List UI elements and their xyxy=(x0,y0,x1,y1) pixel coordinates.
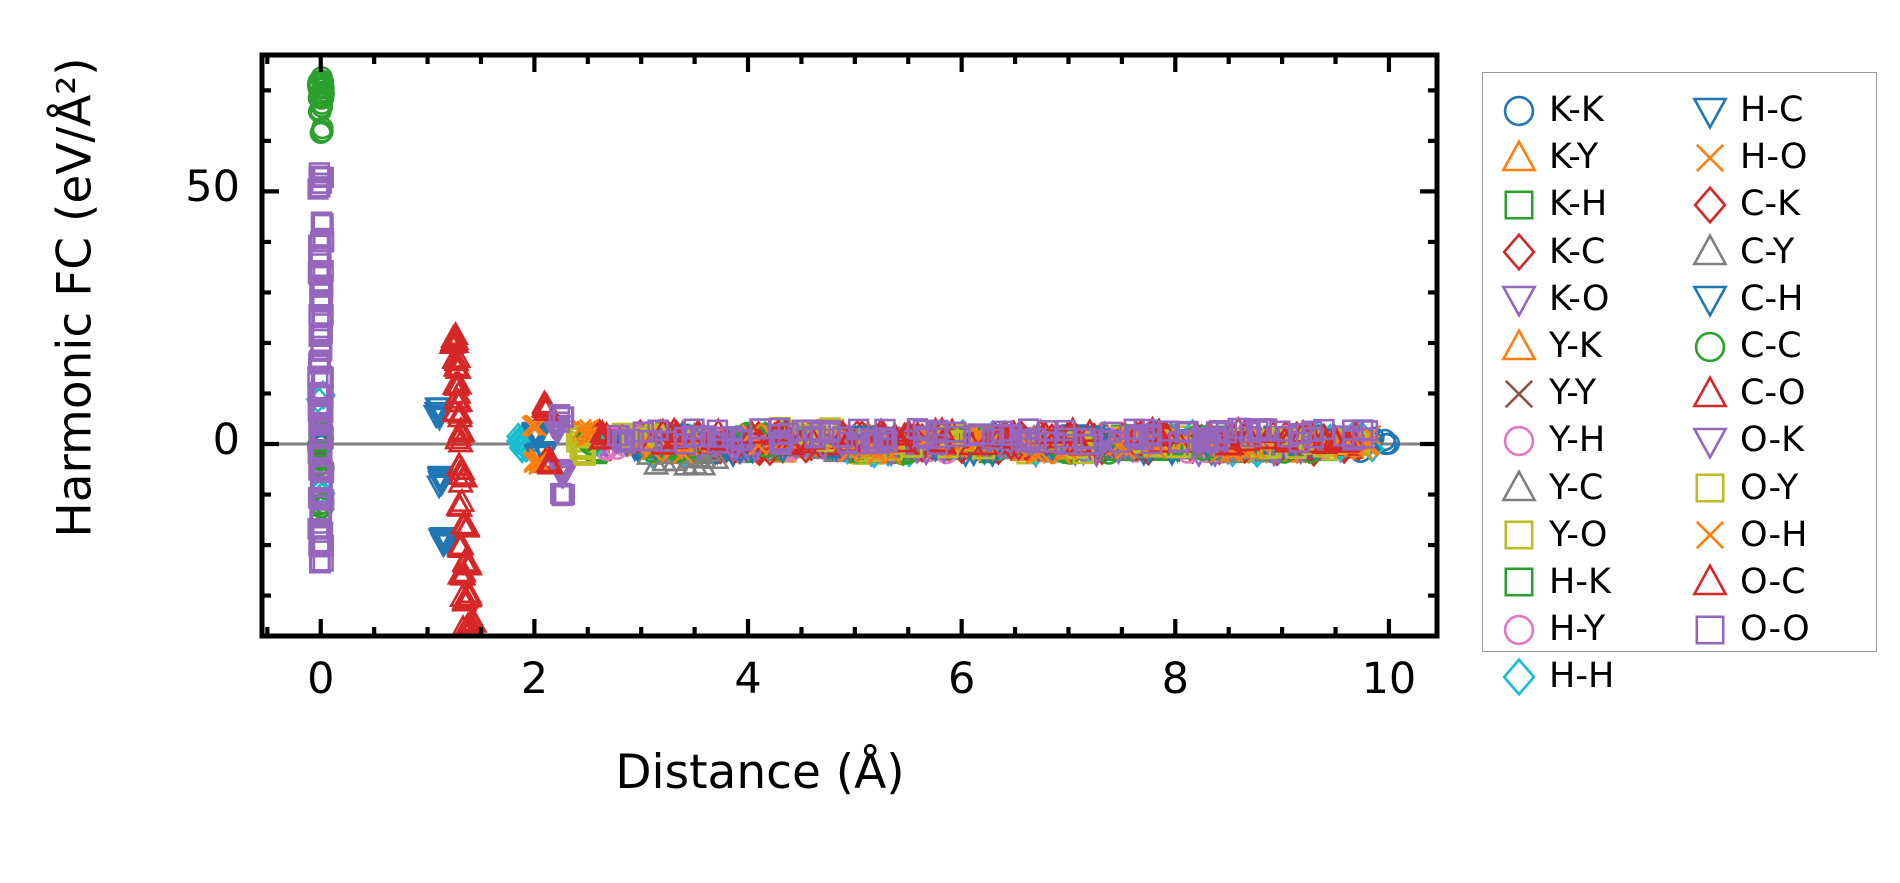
x-axis-label: Distance (Å) xyxy=(615,745,905,800)
series-o-o xyxy=(307,162,1379,574)
legend-item-label: H-K xyxy=(1549,561,1611,602)
diamond-marker-icon xyxy=(1497,657,1541,697)
legend-item-k-o[interactable]: K-O xyxy=(1497,276,1614,323)
legend-item-label: O-Y xyxy=(1740,467,1799,508)
legend-item-h-c[interactable]: H-C xyxy=(1688,87,1810,134)
triangle-down-marker-icon xyxy=(1688,421,1732,461)
series-c-o xyxy=(439,320,1370,636)
square-marker-icon xyxy=(1497,515,1541,555)
legend-item-label: Y-H xyxy=(1549,420,1606,461)
legend-item-y-k[interactable]: Y-K xyxy=(1497,323,1614,370)
legend-item-h-y[interactable]: H-Y xyxy=(1497,606,1614,653)
x-marker-icon xyxy=(1497,374,1541,414)
legend-column-2: H-C H-O C-K C-Y C-H C-C C-O O-K O-Y O-H O-C O-O xyxy=(1688,87,1810,653)
legend-item-y-y[interactable]: Y-Y xyxy=(1497,370,1614,417)
legend-item-o-c[interactable]: O-C xyxy=(1688,559,1810,606)
triangle-up-marker-icon xyxy=(1497,327,1541,367)
legend-item-c-h[interactable]: C-H xyxy=(1688,276,1810,323)
legend-item-k-c[interactable]: K-C xyxy=(1497,229,1614,276)
legend-item-label: O-K xyxy=(1740,420,1805,461)
legend-item-label: O-C xyxy=(1740,561,1806,602)
legend-item-c-y[interactable]: C-Y xyxy=(1688,229,1810,276)
legend-item-label: C-K xyxy=(1740,184,1801,225)
legend-item-label: H-O xyxy=(1740,137,1808,178)
legend-item-y-h[interactable]: Y-H xyxy=(1497,417,1614,464)
diamond-marker-icon xyxy=(1688,185,1732,225)
legend-item-label: C-O xyxy=(1740,373,1806,414)
legend-item-h-k[interactable]: H-K xyxy=(1497,559,1614,606)
legend-item-label: Y-C xyxy=(1549,467,1604,508)
x-tick-label: 2 xyxy=(520,654,549,704)
legend-item-y-o[interactable]: Y-O xyxy=(1497,512,1614,559)
x-marker-icon xyxy=(1688,515,1732,555)
legend-item-label: Y-K xyxy=(1549,326,1602,367)
legend-item-k-h[interactable]: K-H xyxy=(1497,181,1614,228)
x-tick-label: 0 xyxy=(307,654,335,704)
x-marker-icon xyxy=(1688,138,1732,178)
legend-item-label: H-H xyxy=(1549,656,1615,697)
legend-item-h-o[interactable]: H-O xyxy=(1688,134,1810,181)
legend-item-label: K-H xyxy=(1549,184,1608,225)
square-marker-icon xyxy=(1688,468,1732,508)
legend-item-c-o[interactable]: C-O xyxy=(1688,370,1810,417)
series-o-c xyxy=(438,326,1366,636)
square-marker-icon xyxy=(1497,185,1541,225)
legend-item-label: K-K xyxy=(1549,90,1604,131)
legend-item-label: C-H xyxy=(1740,278,1804,319)
diamond-marker-icon xyxy=(1497,232,1541,272)
legend-item-o-o[interactable]: O-O xyxy=(1688,606,1810,653)
x-tick-label: 6 xyxy=(947,654,976,704)
legend-item-c-c[interactable]: C-C xyxy=(1688,323,1810,370)
triangle-down-marker-icon xyxy=(1688,91,1732,131)
triangle-up-marker-icon xyxy=(1688,562,1732,602)
legend-item-label: K-C xyxy=(1549,231,1606,272)
legend-item-label: H-Y xyxy=(1549,609,1606,650)
legend-item-o-y[interactable]: O-Y xyxy=(1688,465,1810,512)
legend-item-label: O-H xyxy=(1740,514,1808,555)
x-tick-label: 10 xyxy=(1361,654,1417,704)
legend-item-label: C-C xyxy=(1740,326,1802,367)
legend-item-label: Y-O xyxy=(1549,514,1608,555)
legend: K-K K-Y K-H K-C K-O Y-K Y-Y Y-H Y-C Y-O H-K H-Y H-H … xyxy=(1482,72,1877,697)
legend-item-k-k[interactable]: K-K xyxy=(1497,87,1614,134)
legend-item-label: C-Y xyxy=(1740,231,1795,272)
legend-item-label: K-Y xyxy=(1549,137,1599,178)
legend-item-k-y[interactable]: K-Y xyxy=(1497,134,1614,181)
x-tick-label: 8 xyxy=(1161,654,1189,704)
square-marker-icon xyxy=(1497,562,1541,602)
legend-item-y-c[interactable]: Y-C xyxy=(1497,465,1614,512)
x-tick-label: 4 xyxy=(734,654,762,704)
legend-column-1: K-K K-Y K-H K-C K-O Y-K Y-Y Y-H Y-C Y-O H-K H-Y H-H xyxy=(1497,87,1614,700)
circle-marker-icon xyxy=(1497,610,1541,650)
triangle-up-marker-icon xyxy=(1688,374,1732,414)
legend-item-o-k[interactable]: O-K xyxy=(1688,417,1810,464)
legend-item-label: K-O xyxy=(1549,278,1610,319)
circle-marker-icon xyxy=(1688,327,1732,367)
triangle-up-marker-icon xyxy=(1497,138,1541,178)
triangle-up-marker-icon xyxy=(1497,468,1541,508)
legend-item-label: H-C xyxy=(1740,90,1804,131)
y-tick-label: 0 xyxy=(212,415,240,466)
y-tick-label: 50 xyxy=(185,162,240,213)
circle-marker-icon xyxy=(1497,421,1541,461)
triangle-up-marker-icon xyxy=(1688,232,1732,272)
legend-item-label: O-O xyxy=(1740,609,1810,650)
legend-item-c-k[interactable]: C-K xyxy=(1688,181,1810,228)
legend-item-h-h[interactable]: H-H xyxy=(1497,653,1614,700)
triangle-down-marker-icon xyxy=(1497,279,1541,319)
circle-marker-icon xyxy=(1497,91,1541,131)
triangle-down-marker-icon xyxy=(1688,279,1732,319)
square-marker-icon xyxy=(1688,610,1732,650)
legend-item-o-h[interactable]: O-H xyxy=(1688,512,1810,559)
legend-item-label: Y-Y xyxy=(1549,373,1597,414)
